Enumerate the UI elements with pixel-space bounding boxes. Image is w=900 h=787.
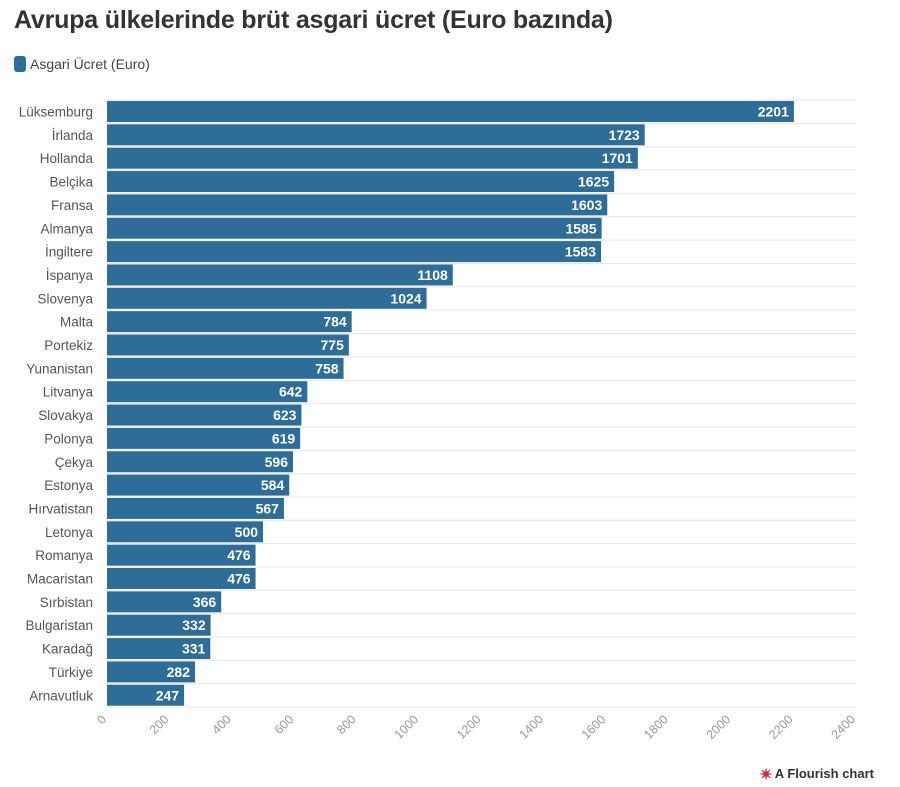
bar xyxy=(107,404,302,426)
value-label: 642 xyxy=(279,384,303,400)
bar xyxy=(107,638,211,660)
value-label: 2201 xyxy=(758,104,789,120)
value-label: 584 xyxy=(261,477,285,493)
bar xyxy=(107,357,344,379)
value-label: 1024 xyxy=(390,290,421,306)
value-label: 247 xyxy=(156,687,180,703)
category-label: Hırvatistan xyxy=(28,501,93,516)
value-label: 1701 xyxy=(602,150,633,166)
chart-title: Avrupa ülkelerinde brüt asgari ücret (Eu… xyxy=(14,6,613,34)
x-tick-label: 200 xyxy=(147,712,172,737)
value-label: 282 xyxy=(167,664,191,680)
category-label: Arnavutluk xyxy=(29,688,93,703)
category-label: Polonya xyxy=(44,431,93,446)
value-label: 623 xyxy=(273,407,297,423)
bar xyxy=(107,568,256,589)
legend-label: Asgari Ücret (Euro) xyxy=(30,56,150,72)
bar xyxy=(107,334,349,356)
value-label: 1625 xyxy=(578,174,609,190)
x-tick-label: 400 xyxy=(209,712,234,737)
bar xyxy=(107,497,284,519)
bar xyxy=(107,521,264,543)
legend-swatch xyxy=(14,56,26,72)
bar xyxy=(107,661,196,683)
category-label: Sırbistan xyxy=(40,595,93,610)
category-label: Macaristan xyxy=(27,572,93,587)
x-tick-label: 2200 xyxy=(766,712,796,742)
bar xyxy=(107,544,256,566)
bar xyxy=(107,241,602,263)
x-tick-label: 1200 xyxy=(454,712,484,742)
bar xyxy=(107,474,290,496)
category-label: Slovenya xyxy=(37,291,93,306)
bar xyxy=(107,194,608,216)
value-label: 1723 xyxy=(609,127,640,143)
category-label: İspanya xyxy=(46,268,94,283)
value-label: 775 xyxy=(321,337,345,353)
bar xyxy=(107,591,222,613)
category-label: Lüksemburg xyxy=(19,105,93,120)
category-label: Portekiz xyxy=(44,338,93,353)
x-tick-label: 0 xyxy=(94,712,109,727)
value-label: 476 xyxy=(227,571,251,587)
bar xyxy=(107,217,602,239)
category-label: Bulgaristan xyxy=(25,618,93,633)
value-label: 476 xyxy=(227,547,251,563)
category-label: Türkiye xyxy=(49,665,93,680)
category-label: Belçika xyxy=(49,175,93,190)
category-label: Hollanda xyxy=(40,151,94,166)
category-label: Karadağ xyxy=(42,642,93,657)
value-label: 596 xyxy=(265,454,289,470)
value-label: 332 xyxy=(182,617,206,633)
x-tick-label: 2400 xyxy=(829,712,859,742)
value-label: 758 xyxy=(315,360,339,376)
bar xyxy=(107,427,301,449)
category-label: Litvanya xyxy=(43,385,94,400)
x-tick-label: 1800 xyxy=(641,712,671,742)
x-tick-label: 1400 xyxy=(516,712,546,742)
value-label: 1583 xyxy=(565,244,596,260)
flourish-credit-label: A Flourish chart xyxy=(774,766,874,781)
bar xyxy=(107,124,645,146)
value-label: 366 xyxy=(193,594,217,610)
category-label: İrlanda xyxy=(52,128,94,143)
value-label: 619 xyxy=(272,430,296,446)
category-label: Almanya xyxy=(40,221,93,236)
category-label: Letonya xyxy=(45,525,94,540)
bar xyxy=(107,451,294,473)
bar xyxy=(107,684,185,706)
value-label: 1585 xyxy=(565,220,596,236)
category-label: Slovakya xyxy=(38,408,93,423)
x-tick-label: 1600 xyxy=(579,712,609,742)
category-label: Romanya xyxy=(35,548,93,563)
bar xyxy=(107,381,308,403)
x-tick-label: 1000 xyxy=(392,712,422,742)
bar xyxy=(107,101,794,122)
bar xyxy=(107,287,427,309)
bar xyxy=(107,264,453,286)
value-label: 567 xyxy=(256,500,280,516)
category-label: Fransa xyxy=(51,198,94,213)
value-label: 331 xyxy=(182,641,206,657)
x-tick-label: 600 xyxy=(272,712,297,737)
category-label: Çekya xyxy=(55,455,94,470)
value-label: 784 xyxy=(323,314,347,330)
value-label: 1108 xyxy=(417,267,448,283)
x-tick-label: 2000 xyxy=(704,712,734,742)
bar xyxy=(107,147,638,169)
category-label: İngiltere xyxy=(45,245,93,260)
category-label: Yunanistan xyxy=(26,361,93,376)
bar xyxy=(107,311,352,333)
bar xyxy=(107,614,211,636)
bar xyxy=(107,171,615,193)
value-label: 500 xyxy=(235,524,259,540)
category-label: Estonya xyxy=(44,478,93,493)
value-label: 1603 xyxy=(571,197,602,213)
flourish-credit[interactable]: A Flourish chart xyxy=(760,766,874,781)
legend: Asgari Ücret (Euro) xyxy=(14,56,150,72)
flourish-logo-icon xyxy=(760,768,772,779)
category-label: Malta xyxy=(60,315,94,330)
x-tick-label: 800 xyxy=(334,712,359,737)
